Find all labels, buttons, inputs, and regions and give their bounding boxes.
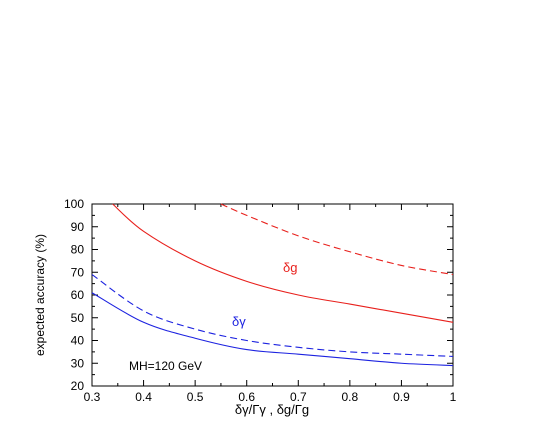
delta-g-dashed-line: [220, 203, 454, 276]
delta-gamma-dashed-line: [91, 274, 454, 357]
x-tick-labels: 0.3 0.4 0.5 0.6 0.7 0.8 0.9 1: [84, 390, 457, 404]
mass-annotation: MH=120 GeV: [129, 359, 202, 373]
y-tick-label: 60: [71, 288, 85, 302]
x-tick-label: 0.8: [342, 390, 359, 404]
y-tick-label: 40: [71, 334, 85, 348]
y-tick-label: 70: [71, 265, 85, 279]
y-tick-label: 100: [64, 197, 84, 211]
delta-g-label: δg: [283, 260, 297, 275]
y-tick-label: 20: [71, 379, 85, 393]
x-tick-label: 0.4: [135, 390, 152, 404]
y-tick-label: 80: [71, 243, 85, 257]
x-tick-label: 0.3: [84, 390, 101, 404]
x-tick-label: 0.7: [290, 390, 307, 404]
series-lines: [91, 203, 454, 367]
y-tick-label: 30: [71, 356, 85, 370]
x-tick-label: 0.9: [393, 390, 410, 404]
delta-gamma-label: δγ: [232, 314, 246, 329]
y-tick-label: 50: [71, 311, 85, 325]
delta-g-solid-line: [112, 203, 454, 323]
x-tick-label: 1: [450, 390, 457, 404]
x-tick-label: 0.5: [187, 390, 204, 404]
x-tick-label: 0.6: [238, 390, 255, 404]
y-tick-labels: 20 30 40 50 60 70 80 90 100: [64, 197, 84, 393]
y-axis-label: expected accuracy (%): [33, 234, 47, 356]
x-axis-label: δγ/Γγ , δg/Γg: [235, 402, 309, 417]
y-tick-label: 90: [71, 220, 85, 234]
delta-gamma-solid-line: [91, 292, 454, 367]
